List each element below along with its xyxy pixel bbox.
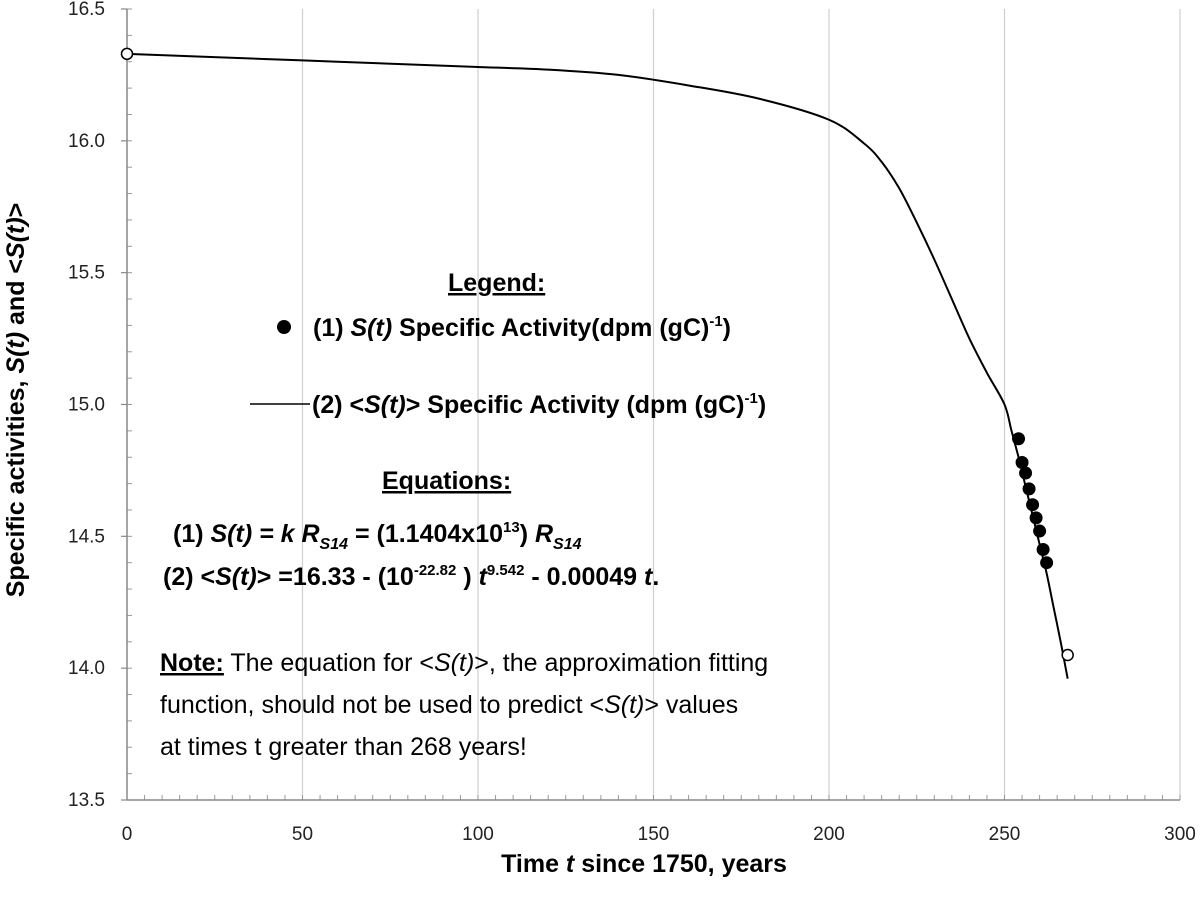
y-tick-label: 14.0: [68, 658, 105, 679]
x-tick-label: 100: [462, 824, 494, 845]
legend-title: Legend:: [448, 269, 545, 297]
data-point-specific-activity: [1015, 456, 1029, 470]
series-group: [120, 47, 1074, 679]
data-point-specific-activity: [1012, 432, 1026, 446]
data-point-specific-activity: [1033, 524, 1047, 538]
y-tick-label: 16.0: [68, 131, 105, 152]
y-tick-label: 15.0: [68, 395, 105, 416]
note-line-2: function, should not be used to predict …: [160, 691, 738, 719]
data-point-specific-activity: [1026, 498, 1040, 512]
note-line-1: Note: The equation for <S(t)>, the appro…: [160, 649, 768, 677]
y-tick-label: 14.5: [68, 526, 105, 547]
equation-2: (2) <S(t)> =16.33 - (10-22.82 ) t9.542 -…: [163, 562, 659, 591]
legend-item-1: (1) S(t) Specific Activity(dpm (gC)-1): [313, 313, 731, 342]
open-marker: [120, 47, 134, 61]
y-tick-labels: 13.5 14.0 14.5 15.0 15.5 16.0 16.5: [68, 0, 105, 811]
data-point-specific-activity: [1019, 466, 1033, 480]
x-axis-title: Time t since 1750, years: [501, 850, 787, 878]
equation-1: (1) S(t) = k RS14 = (1.1404x1013) RS14: [173, 519, 582, 553]
y-tick-label: 13.5: [68, 790, 105, 811]
x-tick-labels: 0 50 100 150 200 250 300: [122, 824, 1196, 845]
y-tick-label: 16.5: [68, 0, 105, 20]
x-tick-label: 300: [1164, 824, 1196, 845]
equations-title: Equations:: [382, 467, 511, 495]
data-point-specific-activity: [1022, 482, 1036, 496]
note-line-3: at times t greater than 268 years!: [160, 733, 527, 761]
x-tick-label: 150: [638, 824, 670, 845]
legend-marker-filled: [277, 320, 291, 334]
data-point-specific-activity: [1040, 556, 1054, 570]
x-tick-label: 200: [813, 824, 845, 845]
x-tick-label: 250: [989, 824, 1021, 845]
y-tick-label: 15.5: [68, 263, 105, 284]
x-tick-label: 0: [122, 824, 133, 845]
open-marker: [1061, 648, 1074, 662]
data-point-specific-activity: [1029, 511, 1043, 525]
data-point-specific-activity: [1036, 543, 1050, 557]
legend-item-2: (2) <S(t)> Specific Activity (dpm (gC)-1…: [312, 390, 766, 419]
y-axis-title: Specific activities, S(t) and <S(t)>: [2, 203, 30, 598]
x-tick-label: 50: [292, 824, 313, 845]
